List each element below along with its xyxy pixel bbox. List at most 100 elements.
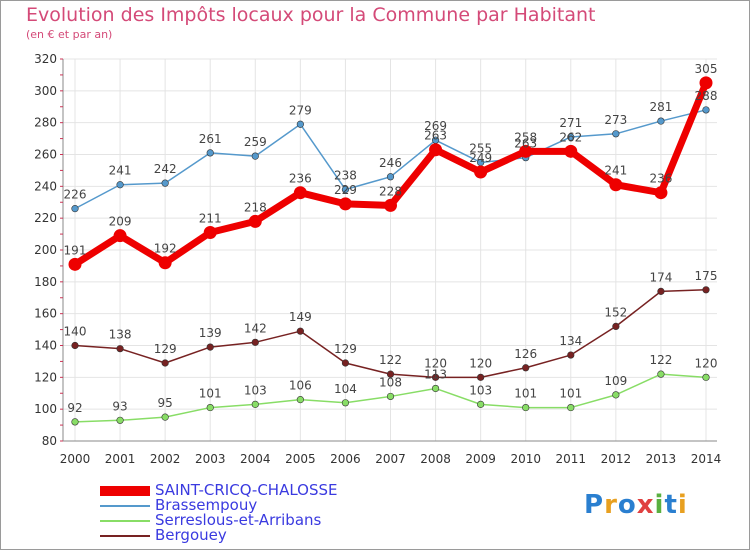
x-tick-label: 2011 xyxy=(556,452,587,466)
data-point xyxy=(161,413,169,421)
x-tick-label: 2002 xyxy=(150,452,181,466)
data-point xyxy=(296,120,304,128)
data-label: 140 xyxy=(64,325,87,339)
data-label: 122 xyxy=(379,353,402,367)
data-point xyxy=(431,373,440,381)
legend-label: SAINT-CRICQ-CHALOSSE xyxy=(155,481,338,499)
data-label: 305 xyxy=(695,62,718,76)
y-tick-label: 280 xyxy=(34,116,57,130)
data-point xyxy=(251,400,259,408)
data-label: 129 xyxy=(334,342,357,356)
data-label: 281 xyxy=(649,100,672,114)
y-tick-label: 200 xyxy=(34,243,57,257)
y-tick-label: 120 xyxy=(34,370,57,384)
data-point xyxy=(293,186,307,200)
data-point xyxy=(699,76,713,90)
legend-swatch xyxy=(100,535,150,537)
x-tick-label: 2013 xyxy=(646,452,677,466)
data-point xyxy=(206,403,214,412)
y-tick-label: 180 xyxy=(34,275,57,289)
data-point xyxy=(68,257,82,271)
data-label: 103 xyxy=(469,383,492,397)
data-point xyxy=(657,117,665,125)
data-label: 255 xyxy=(469,141,492,155)
x-tick-label: 2006 xyxy=(330,452,361,466)
data-label: 129 xyxy=(154,342,177,356)
data-point xyxy=(71,418,79,426)
y-tick-label: 140 xyxy=(34,339,57,353)
data-point xyxy=(567,133,575,141)
y-tick-label: 100 xyxy=(34,402,57,416)
data-label: 93 xyxy=(112,399,127,413)
logo-letter: o xyxy=(617,490,637,520)
data-point xyxy=(567,351,575,359)
data-point xyxy=(612,130,620,138)
data-point xyxy=(386,392,395,401)
y-tick-label: 320 xyxy=(34,52,57,66)
data-point xyxy=(474,165,488,179)
data-point xyxy=(116,416,124,424)
data-label: 241 xyxy=(109,164,132,178)
x-tick-label: 2009 xyxy=(465,452,496,466)
data-label: 288 xyxy=(695,89,718,103)
x-tick-label: 2008 xyxy=(420,452,451,466)
data-label: 258 xyxy=(514,130,537,144)
x-tick-label: 2001 xyxy=(105,452,136,466)
logo-letter: i xyxy=(677,490,688,520)
data-label: 104 xyxy=(334,382,357,396)
data-point xyxy=(341,185,350,194)
legend-swatch xyxy=(100,486,150,496)
data-label: 108 xyxy=(379,375,402,389)
x-tick-label: 2014 xyxy=(691,452,722,466)
x-tick-label: 2003 xyxy=(195,452,226,466)
y-tick-label: 260 xyxy=(34,148,57,162)
data-label: 139 xyxy=(199,326,222,340)
data-label: 109 xyxy=(604,374,627,388)
data-point xyxy=(296,327,304,335)
data-label: 209 xyxy=(109,215,132,229)
data-point xyxy=(429,143,443,157)
data-label: 126 xyxy=(514,347,537,361)
data-label: 229 xyxy=(334,183,357,197)
data-point xyxy=(702,106,710,114)
data-point xyxy=(206,343,214,351)
data-label: 211 xyxy=(199,211,222,225)
data-point xyxy=(203,225,217,239)
data-label: 120 xyxy=(469,356,492,370)
data-point xyxy=(296,396,304,404)
data-point xyxy=(206,149,214,157)
data-point xyxy=(113,229,127,243)
x-tick-label: 2007 xyxy=(375,452,406,466)
data-label: 249 xyxy=(469,151,492,165)
data-label: 236 xyxy=(649,172,672,186)
x-tick-label: 2005 xyxy=(285,452,316,466)
data-label: 236 xyxy=(289,172,312,186)
data-label: 149 xyxy=(289,310,312,324)
data-label: 263 xyxy=(424,129,447,143)
data-label: 192 xyxy=(154,242,177,256)
data-label: 241 xyxy=(604,164,627,178)
data-point xyxy=(431,384,440,393)
data-point xyxy=(161,179,169,187)
data-point xyxy=(251,338,259,346)
data-point xyxy=(477,400,485,408)
x-tick-label: 2010 xyxy=(510,452,541,466)
data-point xyxy=(384,198,397,212)
data-label: 261 xyxy=(199,132,222,146)
data-label: 175 xyxy=(695,269,718,283)
legend-label: Brassempouy xyxy=(155,496,258,514)
data-point xyxy=(477,373,485,381)
data-point xyxy=(609,178,623,192)
data-label: 262 xyxy=(559,130,582,144)
data-label: 152 xyxy=(604,305,627,319)
x-tick-label: 2000 xyxy=(60,452,91,466)
legend-swatch xyxy=(100,520,150,522)
data-label: 271 xyxy=(559,116,582,130)
data-label: 259 xyxy=(244,135,267,149)
data-point xyxy=(612,391,620,399)
logo-letter: x xyxy=(636,490,655,520)
x-tick-label: 2004 xyxy=(240,452,271,466)
data-point xyxy=(702,373,710,381)
data-point xyxy=(116,345,124,353)
